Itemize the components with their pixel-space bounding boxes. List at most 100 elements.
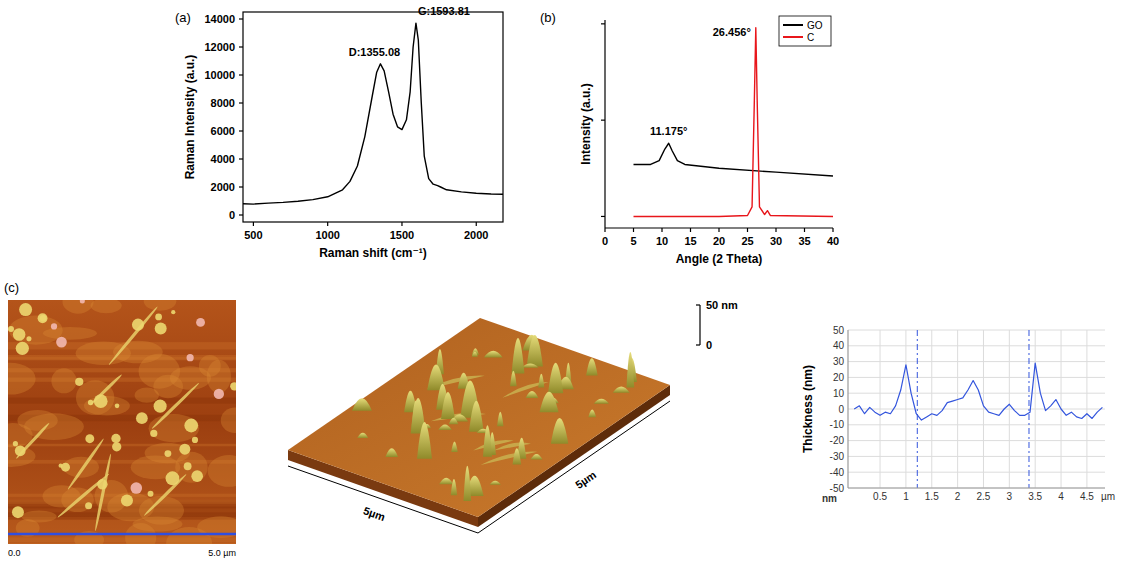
afm-particle xyxy=(192,437,198,443)
data-line xyxy=(854,363,1102,420)
x-tick-label: 0 xyxy=(602,235,608,247)
grid-line xyxy=(1086,330,1087,488)
z-tick xyxy=(696,344,700,345)
y-tick-label: -10 xyxy=(830,419,845,430)
y-tick xyxy=(239,46,243,47)
surface-peak xyxy=(449,418,459,425)
afm-particle xyxy=(56,337,67,348)
y-tick xyxy=(601,120,605,121)
afm-shade xyxy=(153,375,183,398)
afm-particle xyxy=(132,319,144,331)
afm-particle xyxy=(85,502,92,509)
x-tick-label: 10 xyxy=(656,235,668,247)
surface-peak xyxy=(484,351,503,358)
surface-peak xyxy=(588,410,596,418)
afm-shade xyxy=(199,355,221,377)
x-tick-label: 4 xyxy=(1058,491,1064,502)
x-tick xyxy=(775,228,776,232)
grid-line xyxy=(848,456,1105,457)
afm-fiber xyxy=(15,422,50,460)
surface-peak xyxy=(385,448,398,457)
y-tick-label: 30 xyxy=(833,356,845,367)
x-axis-title: Raman shift (cm⁻¹) xyxy=(319,246,427,260)
afm-particle xyxy=(166,471,180,485)
x-tick-label: 30 xyxy=(770,235,782,247)
panel: 0510152025303540Angle (2 Theta)Intensity… xyxy=(540,10,839,266)
afm-particle xyxy=(121,495,133,507)
afm-particle xyxy=(155,323,167,335)
legend-label: C xyxy=(807,32,814,43)
y-tick-label: -50 xyxy=(830,483,845,494)
grid-line xyxy=(983,330,984,488)
x-tick-label: 2000 xyxy=(464,229,488,241)
y-tick-label: 40 xyxy=(833,340,845,351)
data-line xyxy=(243,23,503,204)
surface-peak xyxy=(513,448,522,464)
x-tick xyxy=(804,228,805,232)
afm-shade xyxy=(8,363,36,395)
surface-peak xyxy=(551,418,568,444)
grid-line xyxy=(848,361,1105,362)
x-tick-label: 1500 xyxy=(390,229,414,241)
afm-particle xyxy=(150,430,157,437)
x-tick xyxy=(633,228,634,232)
surface-peak xyxy=(451,479,457,495)
x-tick-label: 15 xyxy=(684,235,696,247)
afm-shade xyxy=(208,455,236,487)
afm-shade xyxy=(62,300,93,314)
grid-line xyxy=(848,330,1105,331)
annotation: D:1355.08 xyxy=(349,46,400,58)
x-tick-label: 0.5 xyxy=(873,491,887,502)
y-tick-label: 10 xyxy=(833,388,845,399)
afm-particle xyxy=(13,441,18,446)
afm-particle xyxy=(61,463,70,472)
x-tick xyxy=(253,222,254,226)
x-tick-label: 3 xyxy=(1007,491,1013,502)
y-tick-label: 20 xyxy=(833,372,845,383)
x-unit: µm xyxy=(1101,491,1115,502)
y-tick xyxy=(239,74,243,75)
surface-peak xyxy=(438,424,451,429)
legend-swatch xyxy=(783,24,803,26)
y-tick-label: 10000 xyxy=(204,69,235,81)
surface-ridge xyxy=(494,442,531,450)
afm-particle xyxy=(154,400,167,413)
afm-particle xyxy=(179,444,190,455)
surface-peak xyxy=(586,358,598,375)
y-tick-label: 8000 xyxy=(211,97,235,109)
annotation: 11.175° xyxy=(650,125,687,137)
x-tick xyxy=(690,228,691,232)
afm-shade xyxy=(221,407,236,433)
cursor-marker xyxy=(1028,330,1029,488)
afm-particle xyxy=(8,326,14,332)
profile-line xyxy=(8,533,236,536)
z-scale-bar xyxy=(699,305,700,345)
afm-background xyxy=(8,300,236,544)
y-tick xyxy=(239,18,243,19)
afm-particle xyxy=(230,382,236,390)
grid-line xyxy=(848,472,1105,473)
afm-particle xyxy=(136,412,148,424)
plot-data xyxy=(634,28,834,217)
grid-line xyxy=(905,330,906,488)
grid-line xyxy=(848,440,1105,441)
afm-particle xyxy=(51,323,57,329)
afm-shade xyxy=(144,300,177,311)
afm-particle xyxy=(148,491,154,497)
x-tick-label: 1 xyxy=(903,491,909,502)
afm-fiber xyxy=(94,453,113,531)
afm-shade xyxy=(149,414,200,442)
afm-particle xyxy=(196,318,205,327)
y-tick-label: 2000 xyxy=(211,181,235,193)
x-tick xyxy=(401,222,402,226)
surface-peak xyxy=(469,401,484,432)
y-axis-title: Raman Intensity (a.u.) xyxy=(183,55,197,180)
grid-line xyxy=(848,488,1105,489)
x-tick-label: 3.5 xyxy=(1028,491,1042,502)
afm-particle xyxy=(111,434,120,443)
y-tick xyxy=(239,186,243,187)
y-tick xyxy=(601,216,605,217)
afm-particle xyxy=(187,354,194,361)
afm-fiber xyxy=(57,472,111,518)
x-tick xyxy=(832,228,833,232)
